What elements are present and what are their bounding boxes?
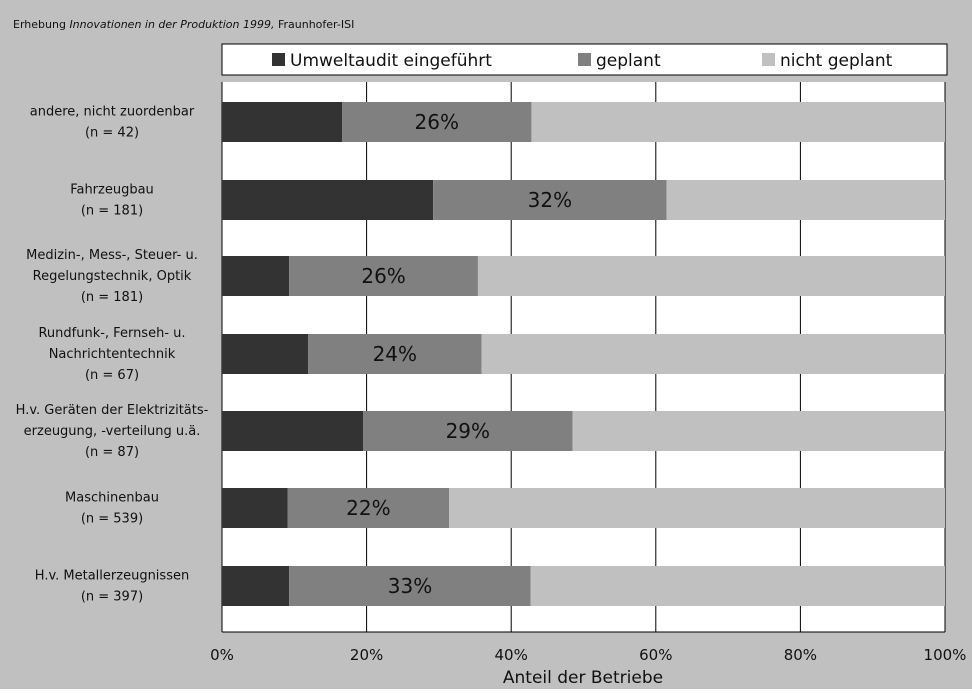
bar-segment [222,180,434,220]
bar-segment [477,256,945,296]
x-tick-label: 100% [924,646,967,664]
bars: 26% 32% 26% 24% 29% 22% 33% [222,102,945,606]
legend-swatch [762,53,775,66]
bar-segment [289,256,478,296]
bar-segment [481,334,945,374]
bar-segment [222,488,288,528]
category-label: Maschinenbau (n = 539) [65,491,159,527]
bar-segment [308,334,482,374]
data-label: 26% [361,264,405,288]
bar-segment [666,180,945,220]
bar-segment [222,256,290,296]
bar-segment [222,411,363,451]
legend-entry: nicht geplant [780,51,893,71]
x-tick-label: 40% [495,646,528,664]
x-tick-label: 20% [350,646,383,664]
category-label: andere, nicht zuordenbar (n = 42) [30,105,195,141]
category-labels: andere, nicht zuordenbar (n = 42) Fahrzeug… [16,105,209,605]
bar-segment [342,102,532,142]
category-label: H.v. Geräten der Elektrizitäts-erzeugung… [16,403,209,460]
x-tick-label: 80% [784,646,817,664]
source-note: Erhebung Innovationen in der Produktion … [13,18,354,31]
bar-segment [222,102,343,142]
category-label: H.v. Metallerzeugnissen (n = 397) [35,569,189,605]
category-label: Rundfunk-, Fernseh- u. Nachrichtentechnik… [38,326,185,383]
bar-segment [433,180,667,220]
data-label: 26% [415,110,459,134]
bar-segment [449,488,945,528]
x-tick-label: 0% [210,646,234,664]
bar-segment [362,411,573,451]
x-axis-ticks: 0% 20% 40% 60% 80% 100% [210,646,966,664]
category-label: Medizin-, Mess-, Steuer- u. Regelungstech… [26,248,198,305]
bar-segment [530,566,945,606]
legend-entry: Umweltaudit eingeführt [290,51,492,71]
x-axis-label: Anteil der Betriebe [503,668,663,688]
legend: Umweltaudit eingeführt geplant nicht gepla… [221,43,948,76]
bar-segment [289,566,531,606]
bar-segment [222,566,290,606]
data-label: 22% [346,496,390,520]
x-tick-label: 60% [639,646,672,664]
data-label: 32% [528,188,572,212]
bar-segment [287,488,450,528]
legend-swatch [272,53,285,66]
legend-entry: geplant [596,51,661,71]
category-label: Fahrzeugbau (n = 181) [70,183,154,219]
bar-segment [222,334,309,374]
bar-segment [572,411,945,451]
data-label: 29% [446,419,490,443]
data-label: 33% [388,574,432,598]
legend-swatch [578,53,591,66]
data-label: 24% [373,342,417,366]
bar-segment [531,102,945,142]
